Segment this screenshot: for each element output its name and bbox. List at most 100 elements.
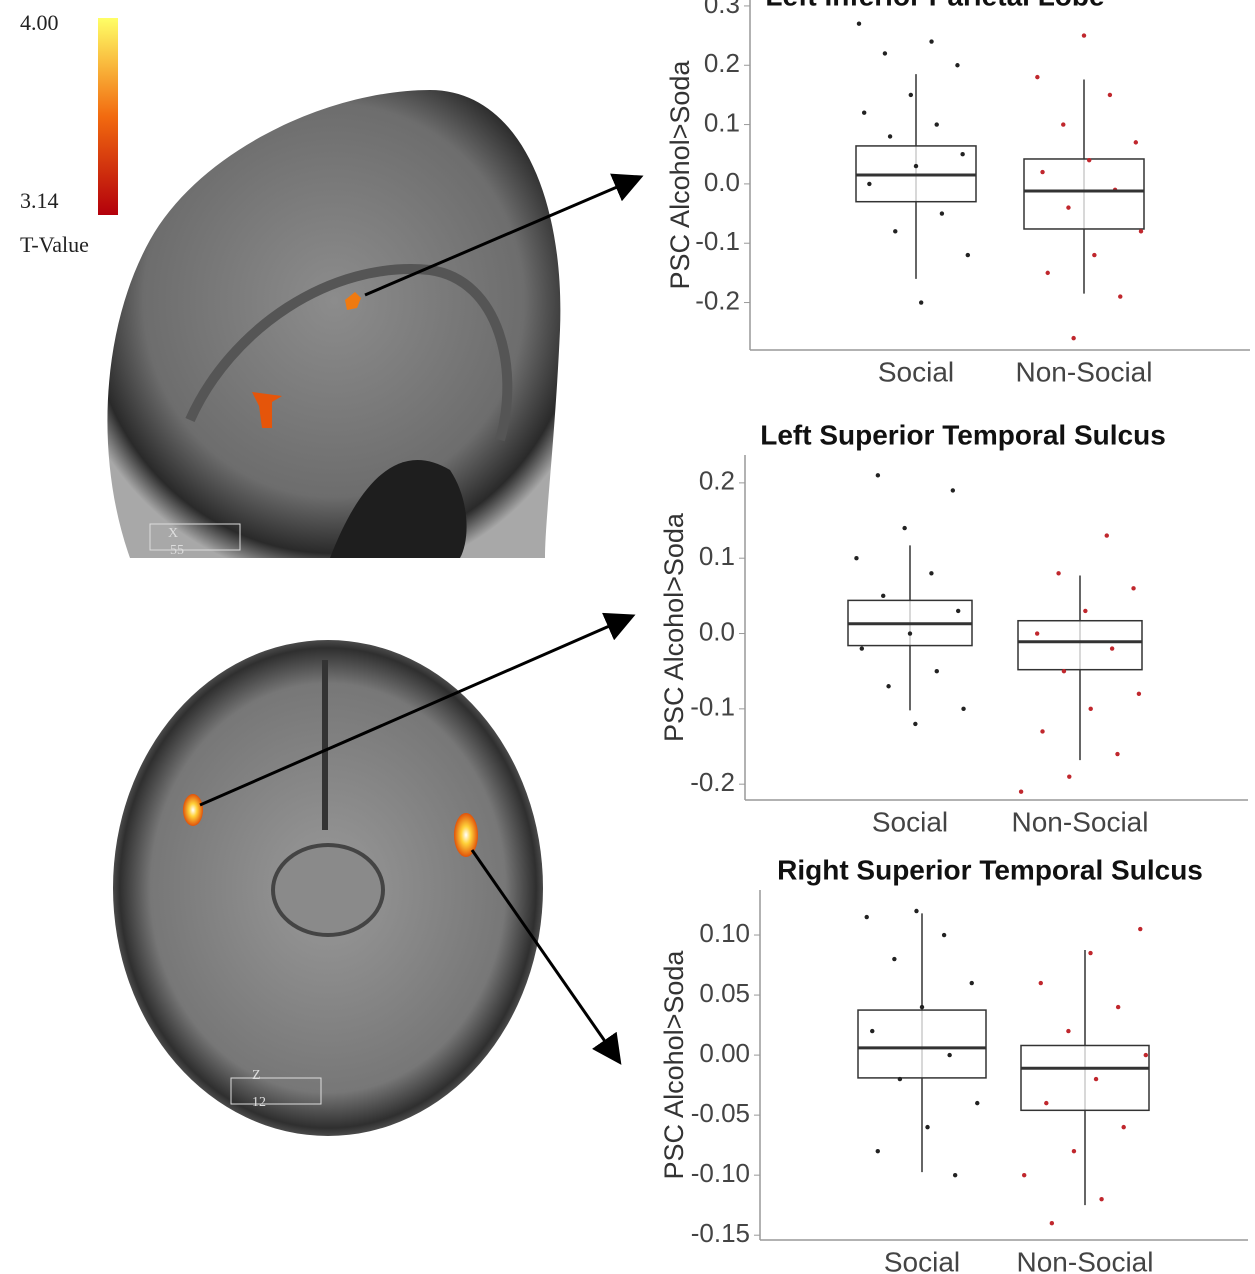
data-point: [1022, 1173, 1026, 1177]
data-point: [1094, 1077, 1098, 1081]
y-tick-label: -0.1: [695, 226, 740, 256]
y-tick-label: 0.05: [699, 978, 750, 1008]
y-tick-label: 0.0: [704, 167, 740, 197]
data-point: [947, 1053, 951, 1057]
data-point: [1110, 646, 1114, 650]
data-point: [881, 594, 885, 598]
data-point: [919, 300, 923, 304]
y-tick-label: -0.05: [691, 1098, 750, 1128]
data-point: [1083, 609, 1087, 613]
x-tick-label: Non-Social: [1017, 1246, 1154, 1274]
data-point: [942, 933, 946, 937]
data-point: [1066, 1029, 1070, 1033]
y-tick-label: -0.1: [690, 692, 735, 722]
colorbar: [98, 18, 118, 215]
y-tick-label: -0.10: [691, 1158, 750, 1188]
data-point: [867, 182, 871, 186]
data-point: [925, 1125, 929, 1129]
data-point: [1131, 586, 1135, 590]
x-tick-label: Social: [884, 1246, 960, 1274]
data-point: [1040, 729, 1044, 733]
box: [858, 1010, 986, 1078]
data-point: [865, 915, 869, 919]
data-point: [1115, 752, 1119, 756]
y-axis-title: PSC Alcohol>Soda: [659, 512, 689, 742]
y-tick-label: 0.3: [704, 0, 740, 19]
data-point: [1144, 1053, 1148, 1057]
data-point: [898, 1077, 902, 1081]
data-point: [1035, 75, 1039, 79]
data-point: [1066, 205, 1070, 209]
y-axis-title: PSC Alcohol>Soda: [659, 950, 689, 1180]
data-point: [1046, 271, 1050, 275]
y-tick-label: 0.2: [704, 48, 740, 78]
data-point: [1121, 1125, 1125, 1129]
midbrain: [273, 845, 383, 935]
data-point: [902, 526, 906, 530]
data-point: [940, 211, 944, 215]
box: [1024, 159, 1144, 229]
data-point: [1087, 158, 1091, 162]
data-point: [935, 122, 939, 126]
data-point: [1050, 1221, 1054, 1225]
data-point: [909, 93, 913, 97]
data-point: [951, 488, 955, 492]
x-tick-label: Social: [872, 806, 948, 837]
data-point: [956, 609, 960, 613]
y-tick-label: -0.15: [691, 1218, 750, 1248]
data-point: [913, 722, 917, 726]
data-point: [1138, 927, 1142, 931]
data-point: [1116, 1005, 1120, 1009]
data-point: [1056, 571, 1060, 575]
chart-title: Left Inferior Parietal Lobe: [765, 0, 1104, 11]
data-point: [1061, 122, 1065, 126]
data-point: [1072, 1149, 1076, 1153]
data-point: [975, 1101, 979, 1105]
y-tick-label: 0.2: [699, 466, 735, 496]
data-point: [893, 229, 897, 233]
data-point: [1092, 253, 1096, 257]
data-point: [854, 556, 858, 560]
y-tick-label: 0.10: [699, 918, 750, 948]
data-point: [929, 39, 933, 43]
data-point: [876, 1149, 880, 1153]
x-tick-label: Non-Social: [1016, 356, 1153, 387]
data-point: [870, 1029, 874, 1033]
activation: [183, 794, 203, 826]
data-point: [876, 473, 880, 477]
data-point: [935, 669, 939, 673]
colorbar-title: T-Value: [20, 232, 89, 257]
data-point: [1062, 669, 1066, 673]
x-tick-label: Non-Social: [1012, 806, 1149, 837]
data-point: [914, 909, 918, 913]
slice-axis: X: [168, 526, 178, 541]
data-point: [929, 571, 933, 575]
data-point: [862, 111, 866, 115]
y-tick-label: 0.1: [699, 541, 735, 571]
x-tick-label: Social: [878, 356, 954, 387]
data-point: [955, 63, 959, 67]
data-point: [892, 957, 896, 961]
data-point: [883, 51, 887, 55]
data-point: [1118, 294, 1122, 298]
slice-coord: 55: [170, 543, 184, 558]
data-point: [1099, 1197, 1103, 1201]
box: [1021, 1045, 1149, 1110]
data-point: [966, 253, 970, 257]
y-tick-label: 0.0: [699, 616, 735, 646]
data-point: [1105, 533, 1109, 537]
y-axis-title: PSC Alcohol>Soda: [665, 60, 695, 290]
data-point: [1039, 981, 1043, 985]
y-tick-label: -0.2: [690, 767, 735, 797]
data-point: [1082, 33, 1086, 37]
data-point: [888, 134, 892, 138]
colorbar-label: 4.00: [20, 10, 59, 35]
y-tick-label: 0.00: [699, 1038, 750, 1068]
activation: [454, 813, 478, 857]
y-tick-label: -0.2: [695, 285, 740, 315]
data-point: [1040, 170, 1044, 174]
box: [1018, 621, 1142, 670]
y-tick-label: 0.1: [704, 107, 740, 137]
data-point: [886, 684, 890, 688]
data-point: [953, 1173, 957, 1177]
